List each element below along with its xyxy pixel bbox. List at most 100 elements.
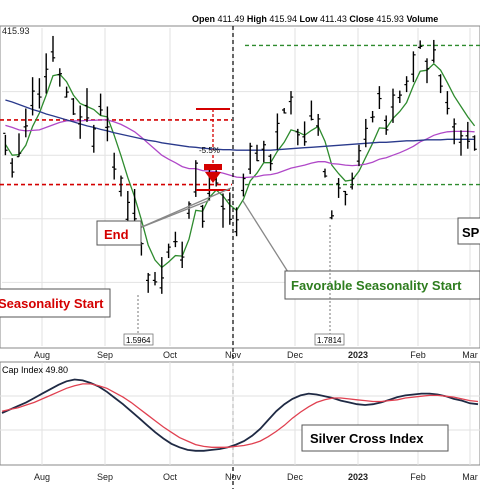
ohlc-bar-17 bbox=[118, 175, 124, 197]
ohlc-bar-15 bbox=[105, 106, 110, 142]
pct-change-label: -5.5% bbox=[199, 146, 220, 155]
ohlc-bar-32 bbox=[220, 193, 226, 228]
ohlc-bar-69 bbox=[472, 135, 477, 151]
ohlc-bar-21 bbox=[146, 272, 151, 293]
ohlc-bar-62 bbox=[424, 58, 430, 84]
ohlc-bar-48 bbox=[329, 210, 334, 220]
ohlc-bar-65 bbox=[445, 91, 450, 115]
ohlc-bar-34 bbox=[234, 207, 239, 237]
ohlc-bar-28 bbox=[193, 160, 198, 197]
ohlc-bar-23 bbox=[159, 257, 164, 294]
x-axis-upper: Aug Sep Oct Nov Dec 2023 Feb Mar bbox=[34, 350, 478, 360]
ohlc-bar-38 bbox=[261, 140, 266, 163]
ohlc-bar-12 bbox=[84, 88, 90, 122]
ohlc-bar-5 bbox=[37, 78, 42, 109]
ohlc-bar-9 bbox=[64, 86, 69, 98]
ohlc-bar-3 bbox=[23, 108, 28, 138]
end-pointer-2 bbox=[136, 199, 211, 230]
ohlc-bar-33 bbox=[227, 192, 232, 225]
ohlc-bar-63 bbox=[431, 39, 436, 63]
ohlc-bar-37 bbox=[254, 144, 260, 162]
ohlc-bar-54 bbox=[370, 110, 375, 123]
ema-line-short bbox=[4, 62, 476, 269]
index-lines bbox=[1, 378, 479, 452]
ohlc-bar-56 bbox=[384, 115, 389, 135]
ohlc-bar-42 bbox=[288, 91, 294, 115]
low-marker-left-label: 1.5964 bbox=[126, 336, 151, 345]
ohlc-bar-40 bbox=[275, 113, 280, 150]
ohlc-bar-64 bbox=[438, 74, 443, 94]
reference-lines bbox=[0, 44, 480, 186]
ohlc-bar-22 bbox=[152, 271, 158, 286]
ohlc-bar-51 bbox=[350, 172, 355, 190]
silver-cross-box bbox=[301, 424, 449, 452]
ohlc-bar-46 bbox=[316, 113, 321, 136]
index-panel-frame bbox=[0, 361, 480, 466]
ohlc-bar-60 bbox=[411, 51, 416, 83]
x-tick-lower-0: Aug bbox=[34, 472, 50, 482]
favorable-label: Favorable Seasonality Start bbox=[291, 278, 462, 293]
x-tick-upper-5: 2023 bbox=[348, 350, 368, 360]
ohlc-bar-19 bbox=[132, 188, 137, 227]
ohlc-bar-66 bbox=[452, 118, 457, 145]
ohlc-bar-55 bbox=[377, 86, 382, 109]
ohlc-bar-29 bbox=[200, 204, 205, 228]
x-tick-lower-1: Sep bbox=[97, 472, 113, 482]
low-marker-mid-label: 1.7814 bbox=[317, 336, 342, 345]
ohlc-bar-4 bbox=[30, 77, 35, 116]
ohlc-bar-26 bbox=[180, 241, 185, 268]
ohlc-readout: Open 411.49 High 415.94 Low 411.43 Close… bbox=[192, 14, 438, 24]
ohlc-bar-49 bbox=[336, 178, 341, 198]
ohlc-bar-45 bbox=[309, 100, 314, 121]
x-tick-lower-5: 2023 bbox=[348, 472, 368, 482]
ohlc-bar-44 bbox=[302, 121, 307, 146]
ohlc-bar-2 bbox=[16, 133, 22, 158]
ohlc-bar-35 bbox=[241, 173, 246, 197]
ohlc-bar-36 bbox=[248, 142, 253, 175]
ohlc-bar-7 bbox=[50, 35, 56, 62]
ohlc-bar-57 bbox=[390, 88, 396, 123]
ohlc-bar-1 bbox=[10, 158, 15, 178]
down-arrow-icon bbox=[205, 172, 221, 183]
ohlc-bar-0 bbox=[3, 132, 8, 156]
ohlc-bar-25 bbox=[173, 231, 178, 248]
favorable-pointer bbox=[242, 200, 289, 273]
x-tick-upper-0: Aug bbox=[34, 350, 50, 360]
favorable-box bbox=[284, 270, 480, 300]
ohlc-bar-13 bbox=[91, 124, 96, 153]
moving-averages bbox=[4, 62, 476, 269]
ema-line-medium bbox=[5, 119, 475, 179]
index-panel-title: Cap Index 49.80 bbox=[2, 365, 68, 375]
ohlc-bar-18 bbox=[125, 190, 130, 225]
x-tick-lower-3: Nov bbox=[225, 472, 242, 482]
ohlc-bar-59 bbox=[404, 76, 409, 93]
ohlc-bar-39 bbox=[268, 154, 273, 171]
ohlc-bar-6 bbox=[44, 53, 49, 94]
ohlc-bar-67 bbox=[458, 130, 464, 156]
x-tick-upper-2: Oct bbox=[163, 350, 178, 360]
ohlc-bar-10 bbox=[71, 98, 76, 115]
ohlc-bar-53 bbox=[363, 118, 368, 148]
x-tick-lower-7: Mar bbox=[462, 472, 478, 482]
silver-cross-label: Silver Cross Index bbox=[310, 431, 424, 446]
ohlc-bar-52 bbox=[356, 144, 362, 167]
ohlc-bar-14 bbox=[98, 93, 103, 116]
x-tick-upper-7: Mar bbox=[462, 350, 478, 360]
ohlc-bar-8 bbox=[57, 68, 62, 87]
ohlc-bars bbox=[3, 35, 477, 294]
ohlc-bar-41 bbox=[282, 107, 287, 114]
seasonality-start-label: Seasonality Start bbox=[0, 296, 104, 311]
price-panel-frame bbox=[0, 25, 480, 349]
signal-line bbox=[1, 383, 479, 448]
index-line bbox=[1, 378, 479, 452]
ohlc-bar-61 bbox=[418, 40, 423, 49]
ohlc-bar-11 bbox=[78, 105, 83, 139]
ohlc-bar-47 bbox=[322, 168, 328, 178]
ohlc-bar-27 bbox=[186, 201, 192, 219]
x-tick-lower-2: Oct bbox=[163, 472, 178, 482]
sma-line-long bbox=[5, 99, 475, 151]
price-tag: 415.93 bbox=[2, 26, 30, 36]
ticker-box bbox=[457, 217, 480, 245]
ohlc-bar-24 bbox=[166, 243, 171, 259]
